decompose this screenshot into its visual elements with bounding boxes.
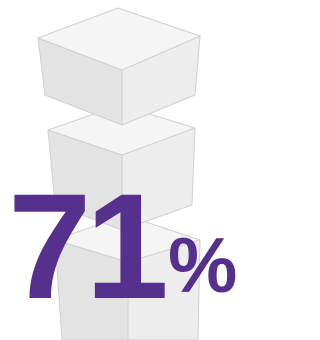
stat-number: 71 bbox=[8, 162, 165, 330]
infographic: 71 % bbox=[0, 0, 258, 340]
cube-top bbox=[38, 8, 200, 125]
stat-symbol: % bbox=[168, 221, 237, 309]
